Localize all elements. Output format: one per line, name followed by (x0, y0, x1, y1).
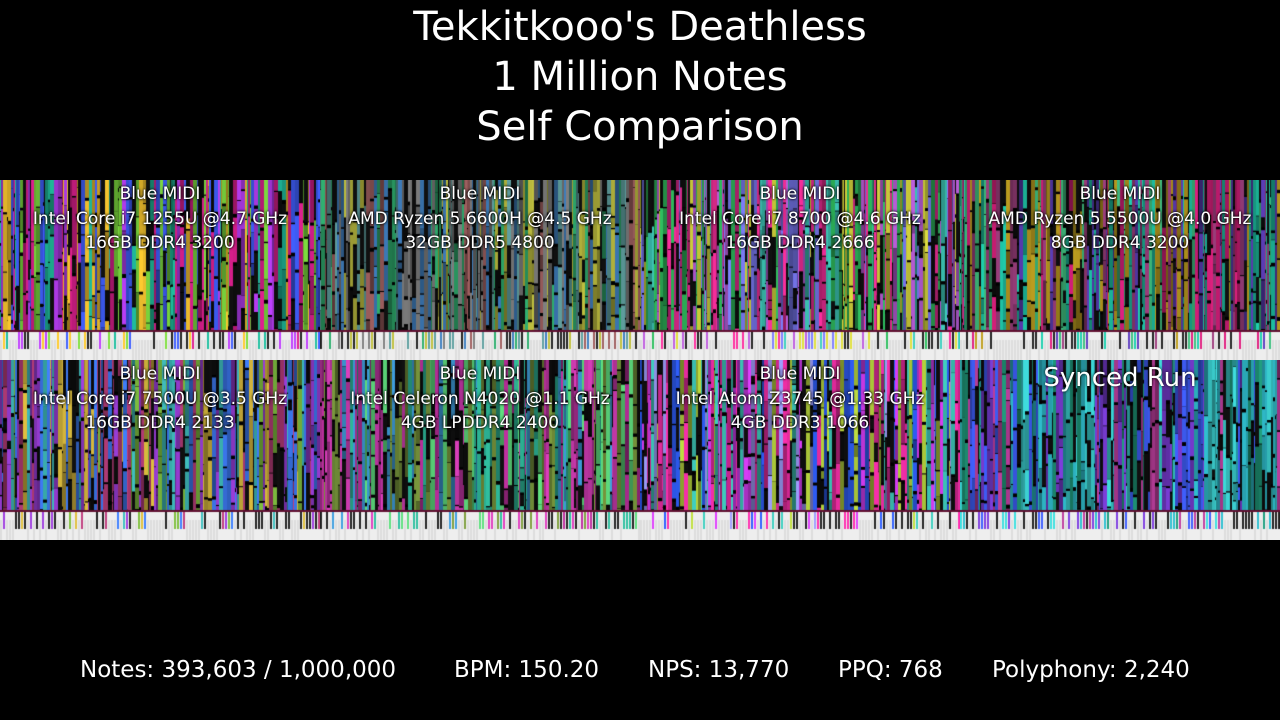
synced-run-label: Synced Run (1043, 363, 1197, 393)
panel-7: Blue MIDI Intel Atom Z3745 @1.33 GHz 4GB… (640, 360, 960, 540)
cpu-spec: Intel Core i7 8700 @4.6 GHz (679, 208, 921, 229)
cpu-spec: Intel Celeron N4020 @1.1 GHz (350, 388, 610, 409)
renderer-name: Blue MIDI (119, 364, 201, 384)
panel-info: Blue MIDI AMD Ryzen 5 6600H @4.5 GHz 32G… (320, 182, 640, 256)
cpu-spec: AMD Ryzen 5 5500U @4.0 GHz (988, 208, 1252, 229)
ram-spec: 16GB DDR4 2666 (725, 233, 875, 253)
ram-spec: 4GB LPDDR4 2400 (400, 413, 560, 433)
panel-info: Blue MIDI Intel Celeron N4020 @1.1 GHz 4… (320, 362, 640, 436)
note-visualization (0, 360, 320, 540)
ram-spec: 32GB DDR5 4800 (405, 233, 555, 253)
note-visualization (320, 360, 640, 540)
ram-spec: 16GB DDR4 3200 (85, 233, 235, 253)
notes-counter: Notes: 393,603 / 1,000,000 (80, 657, 397, 683)
ram-spec: 4GB DDR3 1066 (730, 413, 870, 433)
bpm-readout: BPM: 150.20 (454, 657, 600, 683)
ram-spec: 16GB DDR4 2133 (85, 413, 235, 433)
panel-info: Blue MIDI Intel Atom Z3745 @1.33 GHz 4GB… (640, 362, 960, 436)
renderer-name: Blue MIDI (439, 364, 521, 384)
renderer-name: Blue MIDI (759, 364, 841, 384)
nps-readout: NPS: 13,770 (648, 657, 790, 683)
ppq-readout: PPQ: 768 (838, 657, 943, 683)
panel-6: Blue MIDI Intel Celeron N4020 @1.1 GHz 4… (320, 360, 640, 540)
cpu-spec: Intel Atom Z3745 @1.33 GHz (675, 388, 925, 409)
ram-spec: 8GB DDR4 3200 (1050, 233, 1190, 253)
panel-3: Blue MIDI Intel Core i7 8700 @4.6 GHz 16… (640, 180, 960, 360)
cpu-spec: Intel Core i7 1255U @4.7 GHz (32, 208, 288, 229)
panel-4: Blue MIDI AMD Ryzen 5 5500U @4.0 GHz 8GB… (960, 180, 1280, 360)
note-visualization (960, 180, 1280, 360)
panel-synced-run: Synced Run (960, 360, 1280, 540)
panel-5: Blue MIDI Intel Core i7 7500U @3.5 GHz 1… (0, 360, 320, 540)
video-title: Tekkitkooo's Deathless 1 Million Notes S… (0, 2, 1280, 152)
note-visualization (320, 180, 640, 360)
cpu-spec: Intel Core i7 7500U @3.5 GHz (32, 388, 288, 409)
panel-info: Blue MIDI AMD Ryzen 5 5500U @4.0 GHz 8GB… (960, 182, 1280, 256)
polyphony-readout: Polyphony: 2,240 (992, 657, 1190, 683)
renderer-name: Blue MIDI (1079, 184, 1161, 204)
comparison-grid: Blue MIDI Intel Core i7 1255U @4.7 GHz 1… (0, 180, 1280, 540)
panel-info: Blue MIDI Intel Core i7 8700 @4.6 GHz 16… (640, 182, 960, 256)
cpu-spec: AMD Ryzen 5 6600H @4.5 GHz (348, 208, 612, 229)
note-visualization (640, 180, 960, 360)
panel-info: Blue MIDI Intel Core i7 1255U @4.7 GHz 1… (0, 182, 320, 256)
panel-1: Blue MIDI Intel Core i7 1255U @4.7 GHz 1… (0, 180, 320, 360)
panel-2: Blue MIDI AMD Ryzen 5 6600H @4.5 GHz 32G… (320, 180, 640, 360)
title-line-1: Tekkitkooo's Deathless (413, 4, 867, 50)
panel-info: Blue MIDI Intel Core i7 7500U @3.5 GHz 1… (0, 362, 320, 436)
renderer-name: Blue MIDI (759, 184, 841, 204)
renderer-name: Blue MIDI (119, 184, 201, 204)
note-visualization (960, 360, 1280, 540)
stats-bar: Notes: 393,603 / 1,000,000 BPM: 150.20 N… (0, 652, 1280, 688)
renderer-name: Blue MIDI (439, 184, 521, 204)
note-visualization (0, 180, 320, 360)
title-line-2: 1 Million Notes (492, 54, 788, 100)
title-line-3: Self Comparison (476, 104, 804, 150)
note-visualization (640, 360, 960, 540)
